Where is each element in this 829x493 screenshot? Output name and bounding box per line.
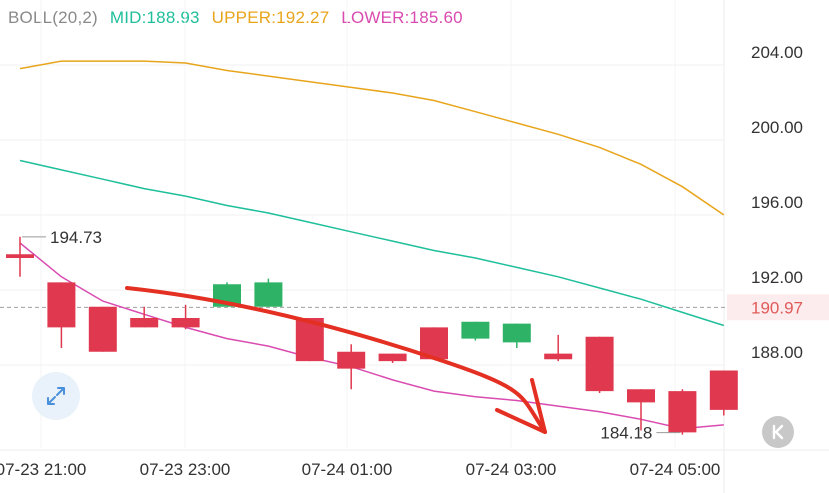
collapse-panel-button[interactable] — [762, 416, 794, 448]
candles — [6, 236, 738, 435]
candle-body — [668, 391, 697, 433]
candle-body — [544, 353, 573, 360]
candle-body — [585, 336, 614, 392]
candle-body — [47, 282, 76, 328]
indicator-mid: MID:188.93 — [109, 8, 200, 27]
x-tick-label: 07-24 03:00 — [466, 460, 557, 479]
candle-body — [6, 254, 34, 258]
current-price-badge — [727, 294, 829, 321]
candle-body — [502, 323, 531, 343]
candle-body — [461, 321, 490, 339]
x-tick-label: 07-23 21:00 — [0, 460, 86, 479]
band-upper — [19, 60, 725, 216]
y-tick-label: 204.00 — [751, 43, 803, 62]
candle-body — [337, 351, 366, 369]
y-tick-label: 196.00 — [751, 193, 803, 212]
candle-body — [130, 318, 159, 328]
indicator-header: BOLL(20,2) MID:188.93 UPPER:192.27 LOWER… — [8, 8, 470, 28]
trend-arrow-head — [495, 378, 547, 434]
expand-button[interactable] — [32, 372, 80, 420]
x-tick-label: 07-24 05:00 — [630, 460, 721, 479]
axis-labels: 204.00 200.00 196.00 192.00 188.00 07-23 21:0… — [0, 43, 829, 479]
candle-body — [254, 282, 283, 307]
candle-body — [171, 318, 200, 328]
band-mid — [19, 159, 725, 327]
bollinger-bands — [19, 60, 725, 430]
trend-arrow-shaft — [125, 286, 547, 434]
low-annotation: 184.18 — [600, 424, 652, 443]
indicator-lower: LOWER:185.60 — [341, 8, 463, 27]
x-tick-label: 07-24 01:00 — [302, 460, 393, 479]
y-tick-label: 200.00 — [751, 118, 803, 137]
indicator-name: BOLL(20,2) — [8, 8, 98, 27]
x-tick-label: 07-23 23:00 — [140, 460, 231, 479]
y-tick-label: 188.00 — [751, 343, 803, 362]
current-price-label: 190.97 — [751, 298, 803, 317]
expand-arrows-icon — [47, 387, 65, 405]
candle-body — [378, 353, 407, 362]
candle-body — [709, 370, 738, 410]
trend-arrow — [125, 286, 547, 434]
candle-body — [627, 389, 655, 403]
band-lower — [19, 242, 724, 430]
chevron-left-icon — [772, 424, 784, 440]
candle-body — [88, 306, 117, 352]
high-annotation: 194.73 — [50, 228, 102, 247]
indicator-upper: UPPER:192.27 — [211, 8, 330, 27]
y-tick-label: 192.00 — [751, 268, 803, 287]
